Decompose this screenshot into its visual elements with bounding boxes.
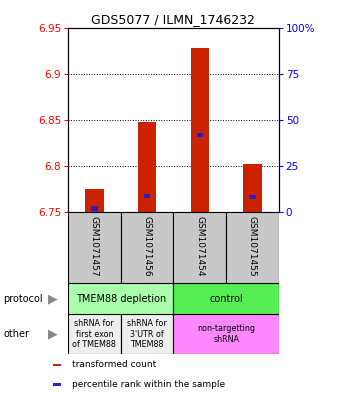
Bar — [173, 212, 226, 283]
Bar — [53, 383, 62, 386]
Bar — [121, 314, 173, 354]
Text: TMEM88 depletion: TMEM88 depletion — [75, 294, 166, 304]
Text: shRNA for
first exon
of TMEM88: shRNA for first exon of TMEM88 — [72, 319, 116, 349]
Bar — [53, 364, 62, 366]
Bar — [68, 212, 121, 283]
Bar — [243, 164, 262, 212]
Text: percentile rank within the sample: percentile rank within the sample — [71, 380, 225, 389]
Text: non-targetting
shRNA: non-targetting shRNA — [197, 324, 255, 344]
Bar — [249, 195, 256, 200]
Text: GSM1071457: GSM1071457 — [90, 216, 99, 276]
Bar — [173, 314, 279, 354]
Text: ▶: ▶ — [48, 327, 57, 341]
Text: control: control — [209, 294, 243, 304]
Bar — [85, 189, 104, 212]
Bar — [226, 212, 279, 283]
Text: GSM1071456: GSM1071456 — [142, 216, 152, 276]
Text: protocol: protocol — [3, 294, 43, 304]
Text: shRNA for
3'UTR of
TMEM88: shRNA for 3'UTR of TMEM88 — [127, 319, 167, 349]
Bar — [91, 206, 98, 211]
Bar — [68, 283, 173, 314]
Bar — [68, 314, 121, 354]
Bar — [173, 283, 279, 314]
Bar — [190, 48, 209, 212]
Text: other: other — [3, 329, 29, 339]
Text: transformed count: transformed count — [71, 360, 156, 369]
Bar — [121, 212, 173, 283]
Text: GSM1071454: GSM1071454 — [195, 216, 204, 276]
Bar — [144, 194, 150, 198]
Bar — [197, 132, 203, 137]
Text: GSM1071455: GSM1071455 — [248, 216, 257, 276]
Text: ▶: ▶ — [48, 292, 57, 305]
Title: GDS5077 / ILMN_1746232: GDS5077 / ILMN_1746232 — [91, 13, 255, 26]
Bar — [138, 122, 156, 212]
